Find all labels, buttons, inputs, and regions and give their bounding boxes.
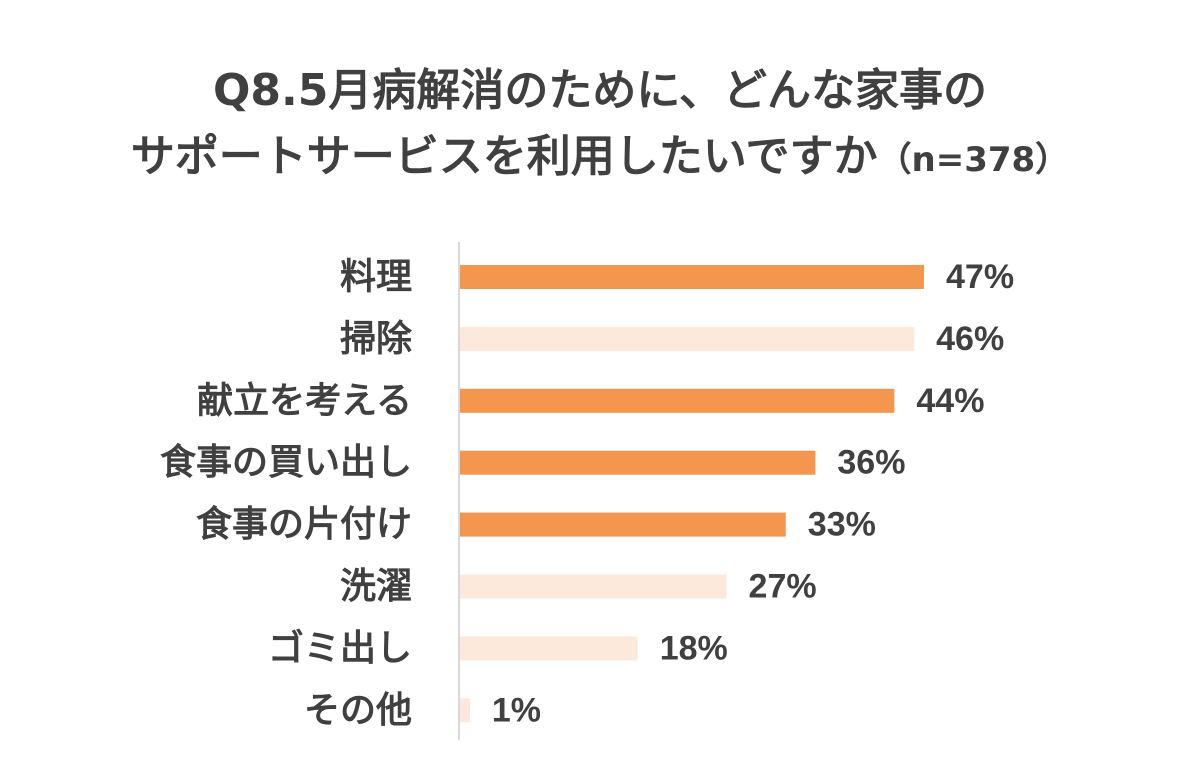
chart-title-question: サポートサービスを利用したいですか: [130, 131, 878, 182]
bar: [460, 265, 924, 289]
bar: [460, 326, 915, 351]
data-label: 18%: [660, 629, 728, 667]
category-label: 料理: [340, 257, 412, 298]
category-label: その他: [304, 690, 412, 731]
bar: [460, 574, 727, 599]
data-label: 27%: [749, 568, 817, 606]
category-label: 献立を考える: [197, 380, 412, 421]
data-label: 47%: [946, 258, 1014, 296]
chart-title: Q8.5月病解消のために、どんな家事の サポートサービスを利用したいですか（n=…: [0, 58, 1200, 193]
category-label: 食事の片付け: [196, 504, 412, 545]
category-label: ゴミ出し: [268, 627, 412, 669]
data-label: 1%: [492, 691, 541, 729]
data-label: 33%: [808, 506, 876, 544]
category-label: 食事の買い出し: [160, 442, 412, 483]
category-label: 洗濯: [340, 566, 412, 607]
data-label: 36%: [837, 444, 905, 482]
bar: [460, 512, 786, 537]
category-label: 掃除: [340, 318, 413, 359]
chart-title-line-2: サポートサービスを利用したいですか（n=378）: [0, 124, 1200, 193]
bar: [460, 450, 816, 475]
bar: [460, 698, 470, 723]
bar: [460, 636, 638, 661]
data-label: 44%: [916, 382, 984, 420]
chart-title-line-1: Q8.5月病解消のために、どんな家事の: [212, 65, 988, 116]
sample-size-label: （n=378）: [877, 140, 1070, 180]
bar: [460, 388, 895, 413]
data-label: 46%: [936, 320, 1004, 358]
